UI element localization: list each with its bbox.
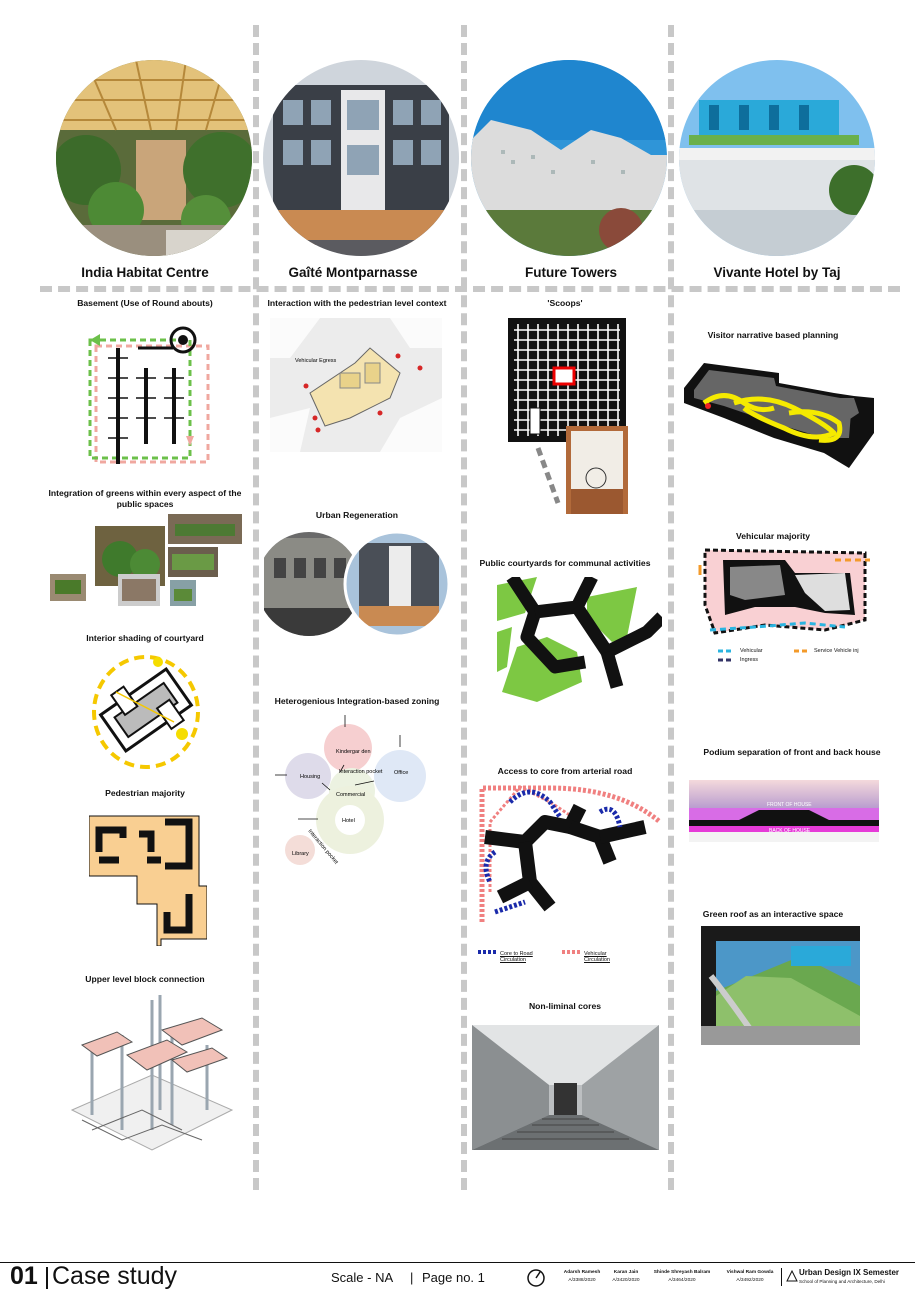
student-2-id: A/3420/2020 [612,1278,640,1283]
footer-school: School of Planning and Architecture, Del… [799,1279,885,1284]
footer-course: Urban Design IX Semester [799,1268,900,1277]
pedestrian-diagram [89,815,207,946]
student-3: Shinde Shreyash Balram A/3464/2020 [646,1269,718,1285]
scoops-diagram [508,318,628,514]
caption-access: Access to core from arterial road [497,766,633,776]
interaction-site-plan: Vehicular Egress [270,318,442,452]
greens-photo-collage [50,514,242,606]
podium-front-label: FRONT OF HOUSE [767,802,812,808]
regeneration-photos [264,530,451,638]
podium-back-label: BACK OF HOUSE [769,828,811,834]
caption-upper-level: Upper level block connection [85,974,205,984]
footer-separator: | [410,1270,414,1285]
student-1-name: Adarsh Ramesh [563,1270,601,1275]
footer-divider [46,1267,48,1289]
caption-regeneration: Urban Regeneration [315,510,399,520]
caption-greens: Integration of greens within every aspec… [48,488,242,509]
footer-rule [0,1262,915,1263]
footer-scale: Scale - NA [331,1270,394,1285]
project-title-3: Future Towers [524,265,617,280]
green-roof-photo [701,926,860,1045]
india-habitat-photo [56,60,252,256]
header-divider [40,286,900,292]
access-legend [478,950,582,954]
access-diagram [479,785,662,922]
footer-number: 01 [10,1262,38,1290]
caption-podium: Podium separation of front and back hous… [703,747,881,757]
north-arrow-icon [527,1269,545,1287]
column-divider-3 [668,25,674,1190]
caption-cores: Non-liminal cores [528,1001,602,1011]
bubble-commercial: Commercial [336,792,365,798]
bubble-interaction-pocket: Interaction pocket [339,769,383,775]
caption-zoning: Heterogenious Integration-based zoning [274,696,440,706]
gaite-montparnasse-photo [263,60,459,256]
bubble-office: Office [394,770,408,776]
student-4-name: Vishwal Ram Gowda [726,1270,774,1275]
column-divider-1 [253,25,259,1190]
legend-vehicular-circulation: Vehicular Circulation [584,951,610,963]
legend-vehicular: Vehicular [740,648,763,654]
vehicular-egress-label: Vehicular Egress [295,358,337,364]
caption-visitor: Visitor narrative based planning [707,330,839,340]
zoning-bubble-diagram: Kindergar den Housing Interaction pocket… [275,715,426,866]
caption-basement: Basement (Use of Round abouts) [77,298,213,308]
student-4: Vishwal Ram Gowda A/3492/2020 [722,1269,778,1285]
caption-vehicular: Vehicular majority [735,531,811,541]
project-title-2: Gaîté Montparnasse [288,265,418,280]
student-2-name: Karan Jain [613,1270,639,1275]
student-1-id: A/3388/2020 [568,1278,596,1283]
legend-core-to-road: Core to Road Circulation [500,951,533,963]
caption-scoops: 'Scoops' [547,298,583,308]
column-divider-2 [461,25,467,1190]
caption-courtyards: Public courtyards for communal activitie… [479,558,651,568]
footer-page: Page no. 1 [422,1270,485,1285]
cores-photo [472,1025,659,1150]
vehicular-legend [718,649,808,662]
bubble-hotel: Hotel [342,818,355,824]
vehicular-diagram [698,548,870,635]
caption-green-roof: Green roof as an interactive space [702,909,844,919]
student-3-name: Shinde Shreyash Balram [653,1270,711,1275]
school-logo-icon [786,1270,798,1282]
student-4-id: A/3492/2020 [736,1278,764,1283]
project-title-4: Vivante Hotel by Taj [713,265,841,280]
caption-interaction: Interaction with the pedestrian level co… [267,298,447,308]
shading-diagram [92,655,200,769]
legend-ingress: Ingress [740,657,759,663]
student-2: Karan Jain A/3420/2020 [606,1269,646,1285]
project-title-1: India Habitat Centre [81,265,209,280]
caption-pedestrian: Pedestrian majority [105,788,185,798]
footer-title: Case study [52,1262,178,1290]
future-towers-photo [471,60,667,256]
student-1: Adarsh Ramesh A/3388/2020 [562,1269,602,1285]
basement-diagram [88,326,210,464]
bubble-housing: Housing [300,774,320,780]
caption-shading: Interior shading of courtyard [86,633,204,643]
student-3-id: A/3464/2020 [668,1278,696,1283]
footer-divider-2 [781,1268,782,1286]
vivante-hotel-photo [679,60,875,256]
podium-section: FRONT OF HOUSE BACK OF HOUSE [689,780,879,842]
upper-level-axonometric [70,995,234,1151]
courtyards-diagram [497,577,662,707]
bubble-library: Library [292,851,309,857]
bubble-kindergarden: Kindergar den [336,749,371,755]
legend-service-vehicle: Service Vehicle inj [814,648,859,654]
visitor-diagram [684,363,874,468]
